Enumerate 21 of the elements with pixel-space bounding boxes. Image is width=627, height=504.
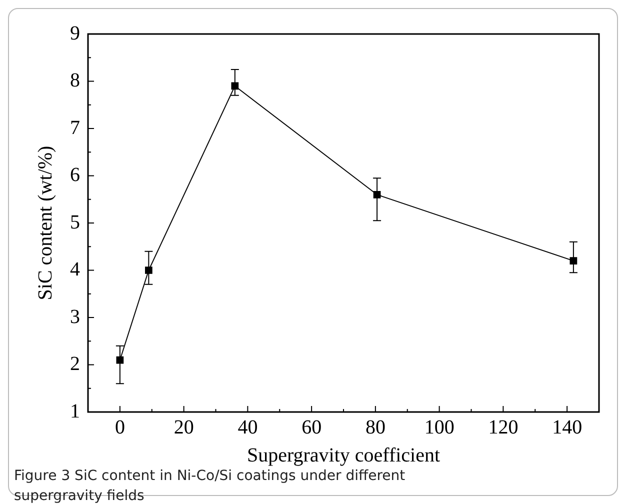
x-tick-label: 100 [424,416,454,438]
y-tick-label: 2 [70,353,80,375]
y-tick-label: 6 [70,164,80,186]
y-tick-label: 8 [70,70,80,92]
y-tick-label: 4 [70,258,80,280]
y-axis-title: SiC content (wt/%) [34,146,56,300]
point [145,266,152,274]
x-tick-label: 40 [238,416,258,438]
x-tick-label: 120 [488,416,518,438]
x-tick-label: 80 [365,416,386,438]
y-tick-label: 3 [70,306,80,328]
x-tick-label: 60 [302,416,322,438]
y-tick-label: 5 [70,211,80,234]
x-axis-title: Supergravity coefficient [246,444,440,466]
y-tick-label: 7 [70,116,80,139]
y-tick-label: 1 [70,400,80,422]
caption: Figure 3 SiC content in Ni-Co/Si coatings under different supergravity fields [14,467,406,504]
x-tick-label: 20 [174,416,194,438]
x-tick-label: 0 [114,416,125,438]
y-tick-label: 9 [70,22,80,44]
x-tick-label: 140 [552,416,582,438]
